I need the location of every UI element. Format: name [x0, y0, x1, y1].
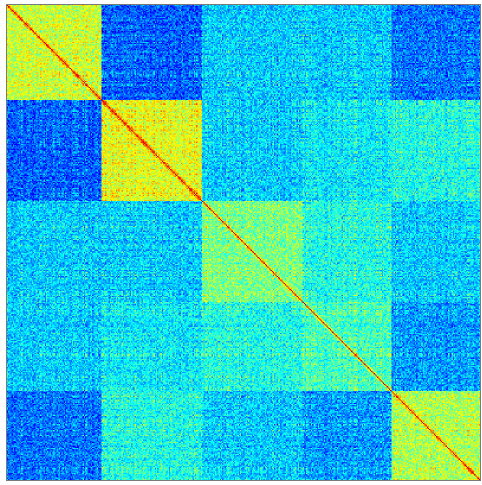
heatmap-matrix	[7, 5, 480, 480]
